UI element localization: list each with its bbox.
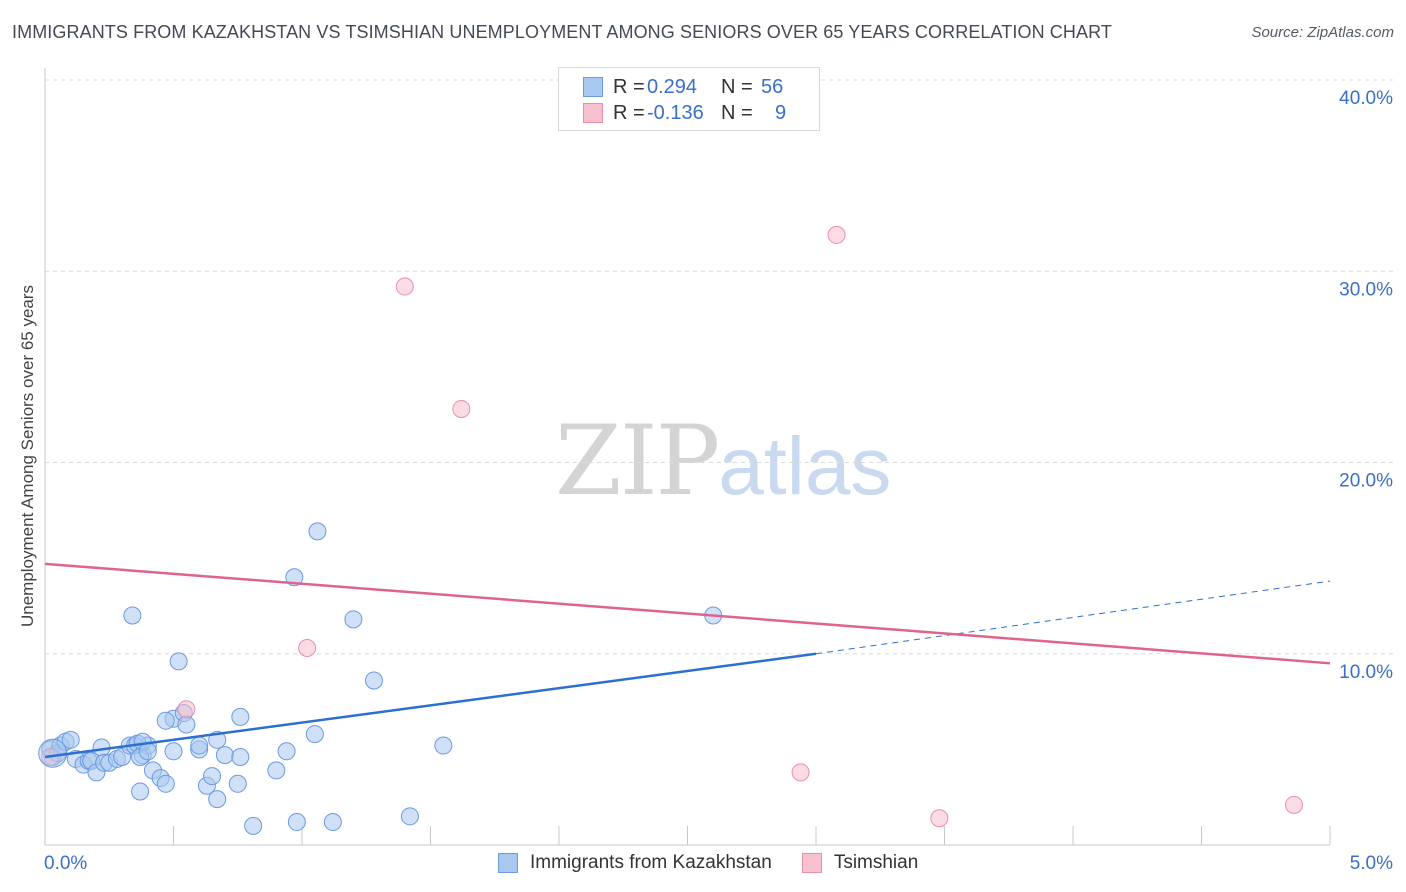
n-value: 9: [775, 101, 787, 124]
watermark-atlas: atlas: [718, 421, 892, 512]
legend-swatch-kazakhstan: [583, 77, 603, 97]
correlation-legend: R = 0.294 N = 56 R = -0.136 N = 9: [558, 67, 820, 131]
kazakhstan-point: [61, 730, 80, 749]
x-tick-label: 5.0%: [1350, 853, 1393, 874]
tsimshian-point: [395, 277, 414, 296]
y-tick-label: 40.0%: [1339, 88, 1393, 109]
n-value: 56: [761, 75, 784, 98]
y-tick-label: 30.0%: [1339, 279, 1393, 300]
r-value: 0.294: [647, 75, 698, 98]
kazakhstan-point: [38, 738, 68, 768]
chart-title: IMMIGRANTS FROM KAZAKHSTAN VS TSIMSHIAN …: [12, 22, 1112, 42]
r-value: -0.136: [647, 101, 704, 124]
r-label: R =: [613, 101, 645, 124]
kazakhstan-point: [123, 606, 142, 625]
legend-item-kazakhstan: Immigrants from Kazakhstan: [498, 852, 772, 874]
kazakhstan-point: [287, 813, 306, 832]
kazakhstan-point: [231, 707, 250, 726]
legend-item-tsimshian: Tsimshian: [801, 852, 919, 874]
kazakhstan-point: [267, 761, 286, 780]
kazakhstan-point: [231, 748, 250, 767]
kazakhstan-point: [169, 652, 188, 671]
kazakhstan-point: [285, 568, 304, 587]
kazakhstan-point: [305, 725, 324, 744]
source-label: Source: ZipAtlas.com: [1251, 24, 1394, 41]
kazakhstan-trendline: [44, 652, 817, 759]
kazakhstan-point: [131, 782, 150, 801]
kazakhstan-point: [203, 767, 222, 786]
tsimshian-point: [177, 700, 196, 719]
kazakhstan-point: [177, 715, 196, 734]
r-label: R =: [613, 75, 645, 98]
kazakhstan-point: [277, 742, 296, 761]
y-tick-label: 20.0%: [1339, 471, 1393, 492]
legend-swatch-tsimshian: [583, 103, 603, 123]
kazakhstan-point: [244, 816, 263, 835]
kazakhstan-point: [308, 522, 327, 541]
n-label: N =: [721, 75, 753, 98]
series-legend: Immigrants from Kazakhstan Tsimshian: [498, 852, 948, 874]
kazakhstan-point: [434, 736, 453, 755]
kazakhstan-point: [208, 790, 227, 809]
kazakhstan-trendline-extension: [815, 580, 1331, 655]
kazakhstan-point: [190, 736, 209, 755]
kazakhstan-point: [228, 774, 247, 793]
legend-label: Immigrants from Kazakhstan: [530, 852, 772, 873]
legend-row-kazakhstan: R = 0.294 N = 56: [583, 75, 783, 99]
kazakhstan-point: [138, 742, 157, 761]
watermark-zip: ZIP: [555, 405, 720, 517]
tsimshian-point: [791, 763, 810, 782]
kazakhstan-point: [215, 746, 234, 765]
kazakhstan-point: [400, 807, 419, 826]
y-tick-label: 10.0%: [1339, 662, 1393, 683]
watermark: ZIPatlas: [555, 405, 891, 517]
legend-swatch-kazakhstan: [498, 853, 518, 873]
kazakhstan-point: [344, 610, 363, 629]
legend-label: Tsimshian: [833, 852, 919, 873]
legend-row-tsimshian: R = -0.136 N = 9: [583, 101, 786, 125]
tsimshian-point: [298, 639, 317, 658]
kazakhstan-point: [323, 813, 342, 832]
kazakhstan-point: [164, 742, 183, 761]
tsimshian-trendline: [44, 562, 1331, 665]
legend-swatch-tsimshian: [801, 853, 822, 873]
tsimshian-point: [827, 225, 846, 244]
kazakhstan-point: [156, 711, 175, 730]
tsimshian-point: [452, 399, 471, 418]
tsimshian-point: [1285, 795, 1304, 814]
tsimshian-point: [930, 809, 949, 828]
kazakhstan-point: [156, 774, 175, 793]
x-tick-label: 0.0%: [44, 853, 87, 874]
y-axis-label: Unemployment Among Seniors over 65 years: [18, 284, 37, 628]
n-label: N =: [721, 101, 753, 124]
kazakhstan-point: [364, 671, 383, 690]
